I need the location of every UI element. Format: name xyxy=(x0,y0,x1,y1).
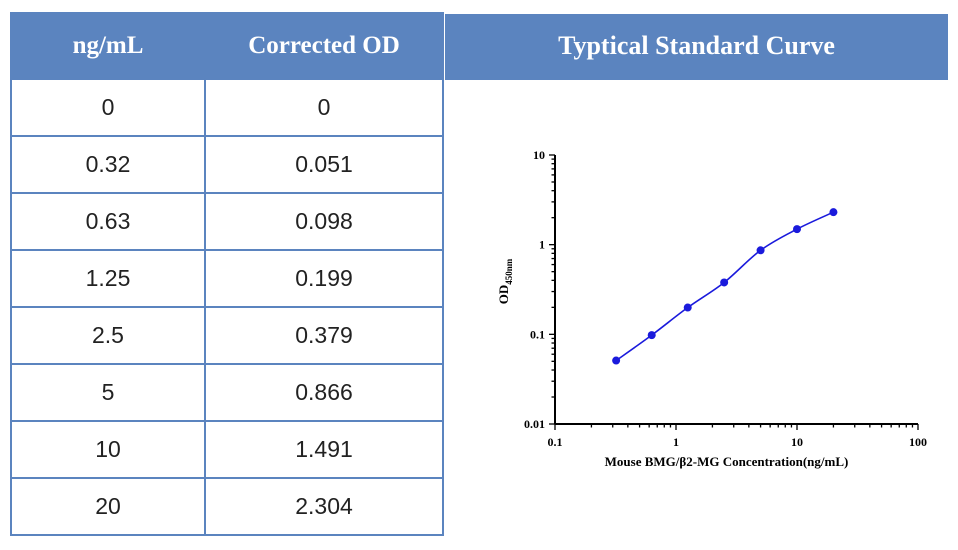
table-row: 5 0.866 xyxy=(10,363,444,422)
table-cell: 5 xyxy=(10,363,206,422)
header-concentration: ng/mL xyxy=(10,12,206,80)
data-point xyxy=(829,208,838,217)
table-header-row: ng/mL Corrected OD xyxy=(10,12,444,80)
y-tick-label: 0.01 xyxy=(524,417,545,431)
table-row: 0 0 xyxy=(10,78,444,137)
table-row: 2.5 0.379 xyxy=(10,306,444,365)
data-point xyxy=(647,331,656,340)
table-row: 0.32 0.051 xyxy=(10,135,444,194)
data-point xyxy=(793,225,801,234)
table-cell: 0.098 xyxy=(204,192,444,251)
table-row: 20 2.304 xyxy=(10,477,444,536)
y-axis-label-subscript: 450nm xyxy=(504,258,514,285)
y-tick-label: 0.1 xyxy=(530,327,545,341)
y-tick-label: 10 xyxy=(533,148,545,162)
y-axis-label-main: OD xyxy=(496,285,511,305)
table-cell: 0 xyxy=(10,78,206,137)
x-tick-label: 1 xyxy=(673,435,679,449)
table-cell: 0.866 xyxy=(204,363,444,422)
table-cell: 0 xyxy=(204,78,444,137)
table-cell: 20 xyxy=(10,477,206,536)
x-tick-label: 10 xyxy=(791,435,803,449)
table-cell: 1.491 xyxy=(204,420,444,479)
chart-title: Typtical Standard Curve xyxy=(445,14,948,78)
table-cell: 2.304 xyxy=(204,477,444,536)
table-cell: 0.63 xyxy=(10,192,206,251)
table-row: 1.25 0.199 xyxy=(10,249,444,308)
standard-table: ng/mL Corrected OD 0 0 0.32 0.051 0.63 0… xyxy=(10,12,444,536)
data-point xyxy=(756,246,765,255)
title-divider xyxy=(445,78,948,80)
x-tick-label: 100 xyxy=(909,435,927,449)
y-tick-label: 1 xyxy=(539,238,545,252)
table-cell: 0.199 xyxy=(204,249,444,308)
table-cell: 0.32 xyxy=(10,135,206,194)
table-row: 10 1.491 xyxy=(10,420,444,479)
table-row: 0.63 0.098 xyxy=(10,192,444,251)
table-cell: 0.051 xyxy=(204,135,444,194)
data-point xyxy=(612,356,621,365)
x-tick-label: 0.1 xyxy=(548,435,563,449)
table-cell: 2.5 xyxy=(10,306,206,365)
table-cell: 1.25 xyxy=(10,249,206,308)
table-cell: 0.379 xyxy=(204,306,444,365)
table-cell: 10 xyxy=(10,420,206,479)
y-axis-label: OD450nm xyxy=(496,258,514,304)
header-corrected-od: Corrected OD xyxy=(204,12,444,80)
data-point xyxy=(720,278,729,287)
x-axis-label: Mouse BMG/β2-MG Concentration(ng/mL) xyxy=(605,454,849,469)
data-point xyxy=(683,303,692,312)
